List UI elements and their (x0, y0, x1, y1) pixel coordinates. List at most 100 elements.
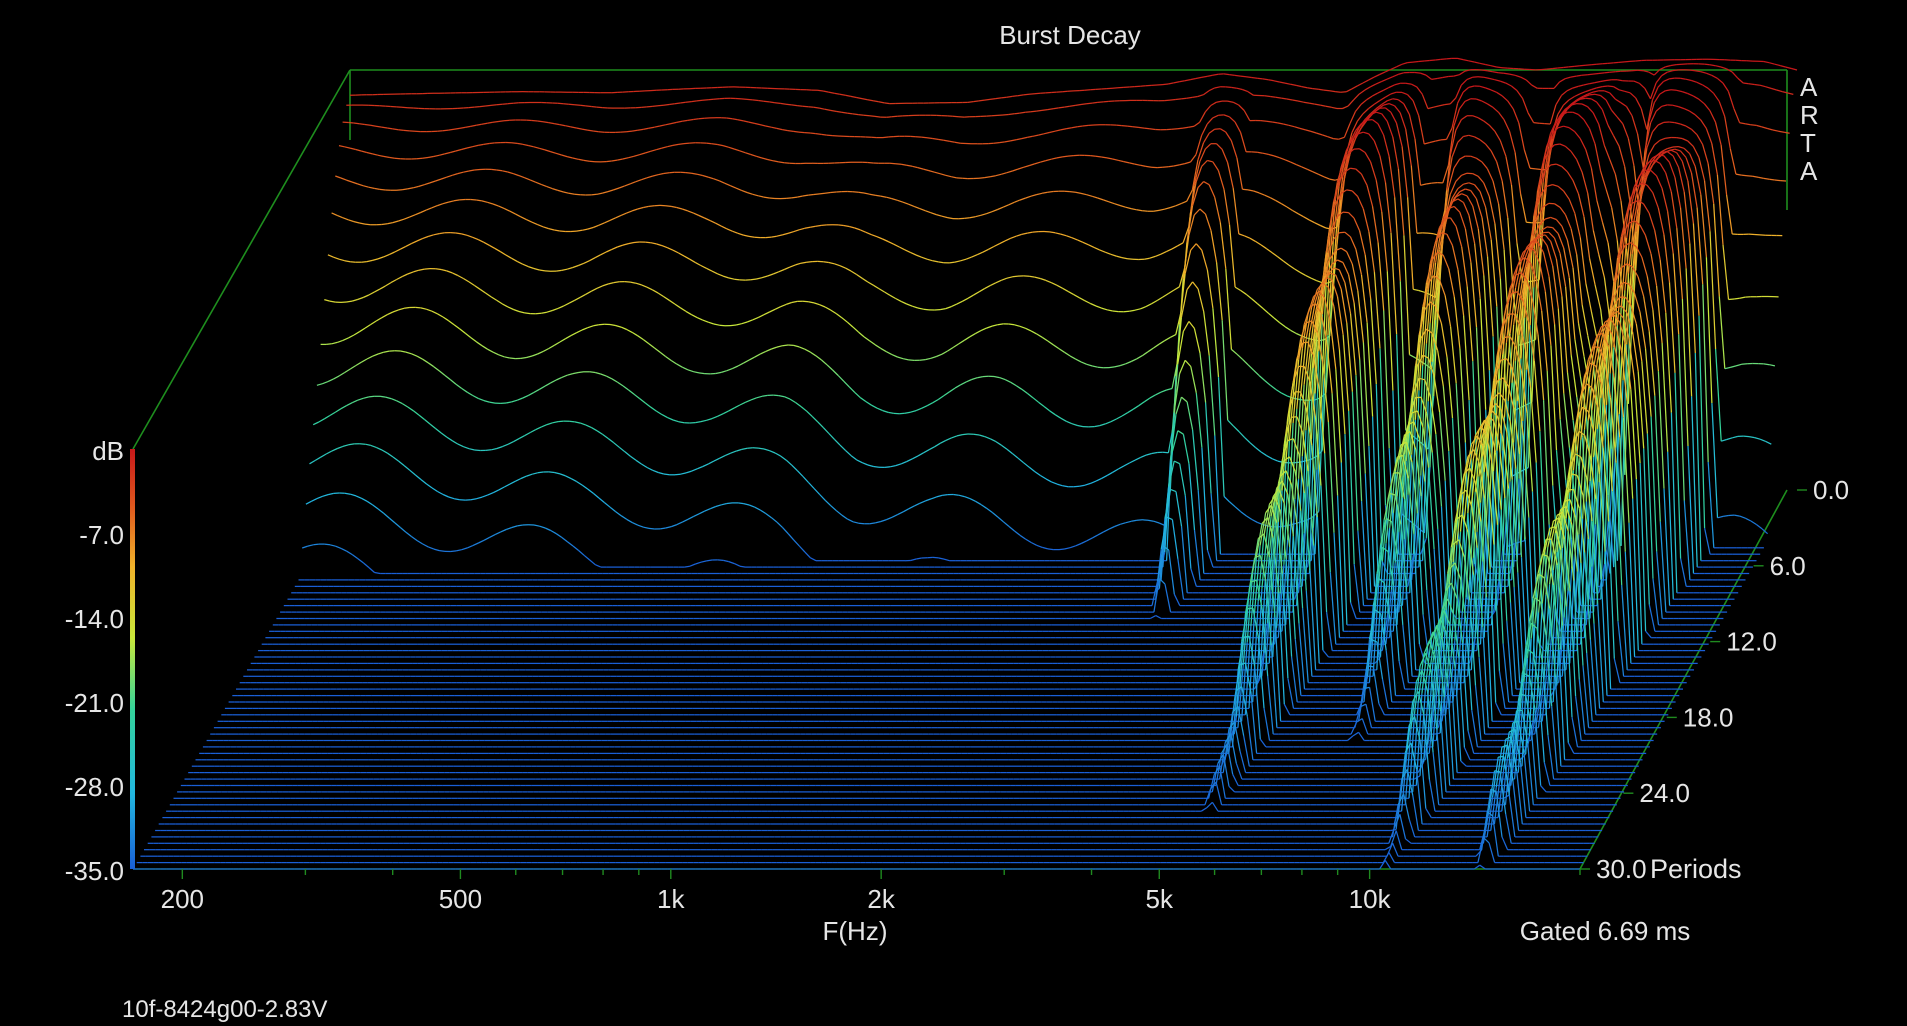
slice-segment (1284, 326, 1292, 331)
slice-segment (1051, 481, 1058, 485)
slice-segment (1631, 209, 1639, 255)
slice-segment (1591, 63, 1597, 66)
slice-segment (526, 219, 533, 223)
slice-segment (362, 294, 370, 299)
slice-segment (1520, 76, 1527, 81)
slice-segment (1445, 127, 1453, 140)
slice-segment (1239, 132, 1247, 152)
slice-segment (822, 427, 830, 434)
slice-segment (1151, 580, 1159, 606)
slice-segment (1641, 182, 1648, 186)
slice-segment (1299, 271, 1306, 276)
slice-segment (466, 234, 473, 238)
slice-segment (1401, 494, 1409, 606)
slice-segment (1538, 170, 1546, 186)
slice-segment (1162, 166, 1169, 168)
slice-segment (402, 188, 408, 191)
slice-segment (1496, 161, 1503, 182)
slice-segment (405, 243, 412, 247)
slice-segment (605, 248, 613, 253)
slice-segment (1670, 149, 1677, 154)
slice-segment (1236, 353, 1243, 360)
slice-segment (1654, 159, 1661, 164)
slice-segment (1414, 138, 1422, 186)
slice-segment (1496, 66, 1503, 69)
slice-segment (1014, 199, 1021, 203)
slice-segment (355, 361, 362, 367)
slice-segment (368, 567, 375, 573)
slice-segment (1320, 104, 1326, 107)
slice-segment (1563, 66, 1569, 69)
slice-segment (1601, 222, 1609, 244)
slice-segment (1351, 391, 1359, 531)
slice-segment (1283, 123, 1289, 126)
slice-segment (1668, 161, 1676, 178)
slice-segment (1121, 124, 1128, 127)
slice-segment (615, 214, 622, 219)
slice-segment (1329, 272, 1336, 276)
slice-segment (1179, 463, 1186, 496)
slice-segment (1429, 241, 1437, 264)
slice-segment (1672, 155, 1680, 168)
slice-segment (1069, 355, 1076, 360)
slice-segment (587, 226, 594, 230)
slice-segment (1028, 163, 1035, 167)
slice-segment (1665, 64, 1672, 68)
slice-segment (1343, 123, 1351, 138)
slice-segment (385, 396, 392, 400)
slice-segment (1592, 72, 1599, 75)
slice-segment (1485, 63, 1492, 67)
slice-segment (370, 320, 377, 326)
slice-segment (1472, 76, 1479, 78)
slice-segment (1459, 70, 1466, 76)
slice-segment (1166, 248, 1173, 253)
slice-segment (743, 359, 750, 364)
slice-segment (1142, 210, 1148, 212)
slice-segment (592, 492, 600, 499)
slice-segment (1445, 156, 1453, 191)
slice-segment (1303, 101, 1310, 104)
slice-segment (1511, 85, 1518, 91)
slice-segment (1733, 108, 1741, 123)
slice-segment (1219, 222, 1227, 269)
slice-segment (1433, 105, 1440, 108)
slice-segment (800, 261, 807, 264)
slice-segment (1667, 69, 1673, 73)
slice-segment (1210, 101, 1217, 107)
slice-segment (1488, 196, 1496, 224)
slice-segment (832, 369, 839, 376)
slice-segment (1576, 74, 1582, 77)
slice-segment (1514, 74, 1521, 78)
slice-segment (709, 220, 716, 224)
slice-segment (1114, 364, 1121, 368)
slice-segment (665, 355, 672, 362)
slice-segment (689, 563, 696, 567)
slice-segment (1065, 235, 1073, 239)
slice-segment (1587, 106, 1594, 114)
slice-segment (1147, 347, 1154, 353)
slice-segment (975, 214, 982, 218)
slice-segment (567, 266, 573, 270)
slice-segment (1184, 78, 1191, 82)
slice-segment (819, 494, 826, 501)
slice-segment (611, 159, 618, 162)
slice-segment (351, 298, 358, 302)
slice-segment (1518, 122, 1526, 151)
slice-segment (1371, 416, 1379, 580)
slice-segment (865, 231, 872, 236)
slice-segment (1568, 127, 1576, 133)
slice-segment (1275, 388, 1282, 394)
slice-segment (906, 164, 913, 167)
slice-segment (1717, 515, 1724, 519)
slice-segment (1648, 212, 1656, 231)
slice-segment (1377, 89, 1384, 94)
slice-segment (1355, 375, 1363, 502)
slice-segment (1574, 131, 1581, 139)
slice-segment (1683, 147, 1691, 155)
slice-segment (1190, 77, 1197, 81)
slice-segment (1019, 111, 1026, 114)
slice-segment (485, 104, 492, 107)
slice-segment (1112, 468, 1119, 473)
slice-segment (919, 358, 926, 361)
slice-segment (448, 496, 455, 500)
